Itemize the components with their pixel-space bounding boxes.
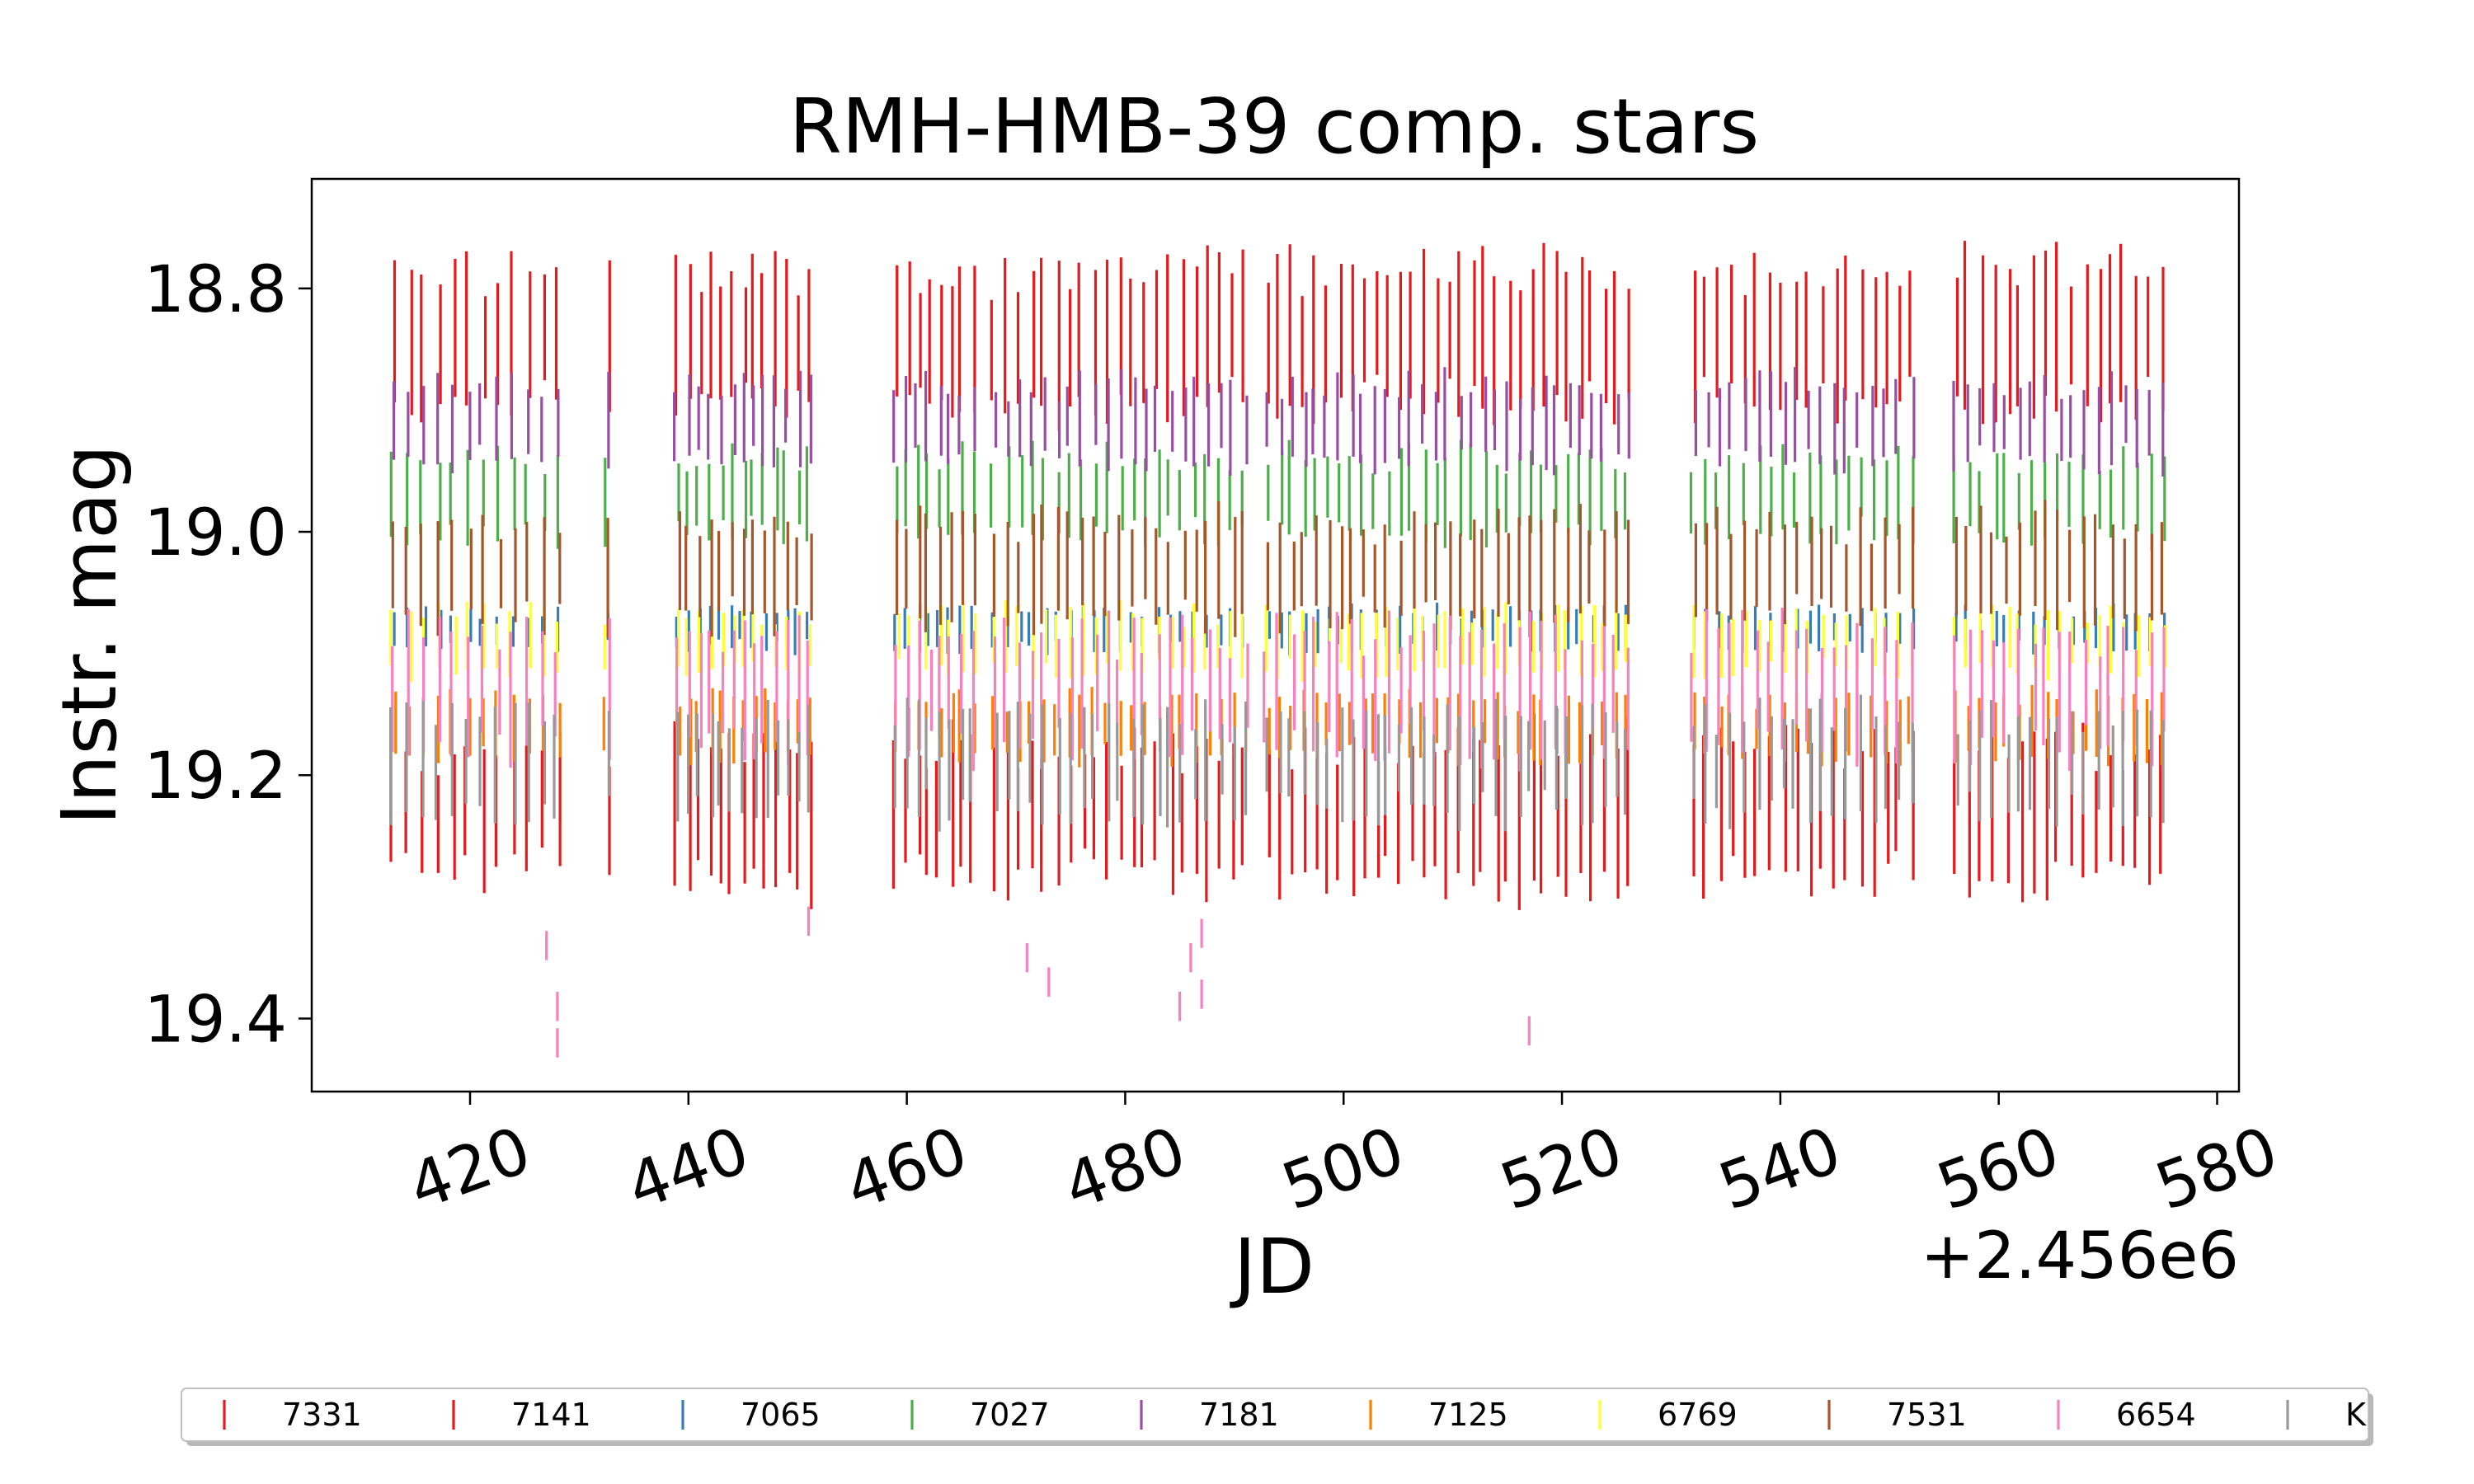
legend-label: 7065 xyxy=(741,1397,821,1433)
legend-item-6654: 6654 xyxy=(2057,1397,2196,1433)
legend-item-K: K xyxy=(2286,1397,2367,1433)
y-tick-label: 18.8 xyxy=(143,253,287,327)
x-axis-offset-label: +2.456e6 xyxy=(1921,1219,2239,1294)
legend-item-7531: 7531 xyxy=(1827,1397,1967,1433)
series-7181 xyxy=(393,367,2165,477)
legend-label: 7531 xyxy=(1887,1397,1967,1433)
legend-label: K xyxy=(2345,1397,2367,1433)
series-7331 xyxy=(393,241,2165,431)
legend-item-7065: 7065 xyxy=(681,1397,821,1433)
legend-label: 7181 xyxy=(1199,1397,1279,1433)
series-layer xyxy=(389,241,2166,1058)
legend-item-7181: 7181 xyxy=(1140,1397,1279,1433)
y-tick-label: 19.2 xyxy=(143,740,287,814)
x-axis-label: JD xyxy=(1230,1223,1315,1311)
legend-label: 6769 xyxy=(1658,1397,1738,1433)
legend: 7331 7141 7065 7027 7181 7125 6769 7531 6654 K xyxy=(181,1388,2373,1446)
legend-frame xyxy=(181,1388,2369,1442)
legend-label: 7141 xyxy=(511,1397,591,1433)
legend-item-7125: 7125 xyxy=(1369,1397,1508,1433)
legend-item-7027: 7027 xyxy=(910,1397,1050,1433)
chart-title: RMH-HMB-39 comp. stars xyxy=(789,82,1759,171)
series-7531 xyxy=(391,500,2163,638)
legend-label: 7125 xyxy=(1428,1397,1508,1433)
series-K xyxy=(389,694,2165,832)
y-tick-label: 19.0 xyxy=(143,496,287,571)
y-tick-label: 19.4 xyxy=(143,983,287,1057)
plot-area-frame xyxy=(310,177,2241,1093)
legend-label: 7331 xyxy=(282,1397,362,1433)
legend-item-7331: 7331 xyxy=(223,1397,362,1433)
legend-item-7141: 7141 xyxy=(452,1397,591,1433)
y-axis-label: Instr. mag xyxy=(45,444,134,825)
legend-label: 6654 xyxy=(2116,1397,2196,1433)
legend-label: 7027 xyxy=(970,1397,1050,1433)
series-6654-outliers xyxy=(545,906,1531,1058)
y-axis: 18.8 19.0 19.2 19.4 xyxy=(143,253,312,1057)
legend-item-6769: 6769 xyxy=(1598,1397,1738,1433)
